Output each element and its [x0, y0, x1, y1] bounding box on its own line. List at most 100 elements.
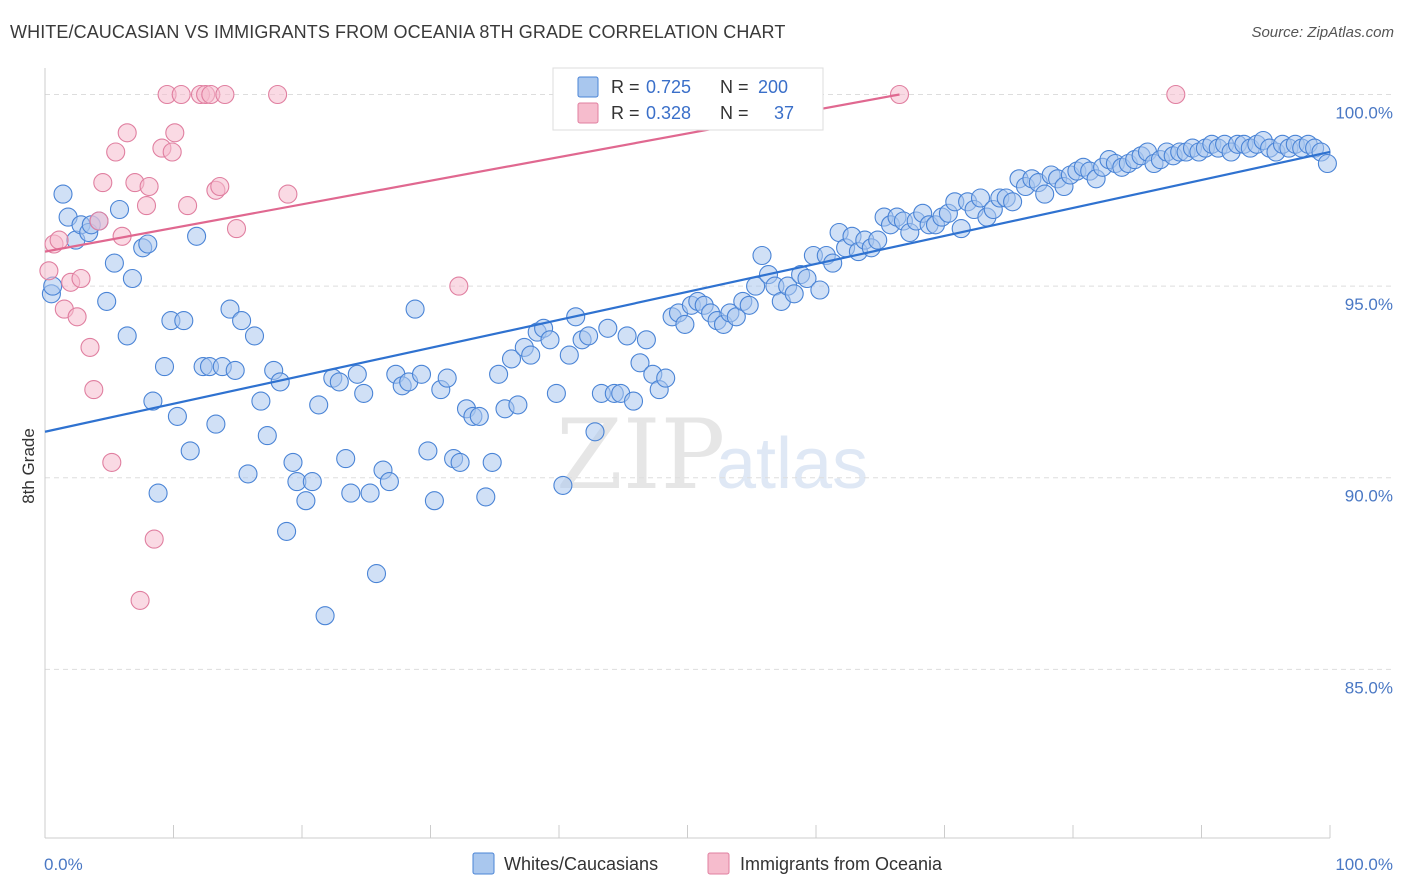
y-tick-labels: 85.0% 90.0% 95.0% 100.0% — [1335, 103, 1393, 697]
point-oceania — [84, 380, 104, 400]
point-whites — [508, 395, 528, 415]
point-oceania — [165, 123, 185, 143]
point-oceania — [178, 196, 198, 216]
point-whites — [167, 406, 187, 426]
trend-lines — [44, 93, 1331, 433]
series-legend: Whites/Caucasians Immigrants from Oceani… — [472, 852, 943, 875]
point-oceania — [144, 529, 164, 549]
point-whites — [138, 234, 158, 254]
point-oceania — [215, 84, 235, 105]
point-whites — [579, 326, 599, 346]
point-whites — [951, 219, 971, 239]
point-whites — [784, 284, 804, 304]
point-whites — [970, 188, 991, 208]
point-whites — [302, 472, 322, 492]
point-whites — [257, 426, 277, 446]
point-whites — [277, 521, 297, 541]
point-whites — [437, 368, 457, 388]
point-oceania — [67, 307, 87, 327]
legend-r-label-1: R = — [611, 77, 640, 97]
point-whites — [823, 253, 843, 273]
point-whites — [656, 368, 676, 388]
legend-swatch-blue — [577, 76, 599, 98]
point-oceania — [49, 230, 69, 250]
legend-n-value-1: 200 — [758, 77, 788, 97]
point-whites — [251, 391, 271, 411]
point-whites — [336, 449, 356, 469]
point-whites — [868, 230, 888, 250]
x-tick-label-max: 100.0% — [1335, 855, 1393, 874]
point-whites — [148, 483, 168, 503]
point-whites — [469, 406, 489, 426]
y-tick-label: 95.0% — [1345, 295, 1393, 314]
point-whites — [623, 391, 644, 411]
legend-r-label-2: R = — [611, 103, 640, 123]
watermark-zip: ZIP — [556, 399, 725, 511]
point-oceania — [210, 176, 230, 197]
point-whites — [489, 364, 509, 384]
legend-n-label-1: N = — [720, 77, 749, 97]
point-whites — [418, 441, 438, 461]
point-whites — [501, 349, 522, 369]
point-whites — [752, 245, 772, 266]
point-whites — [797, 268, 817, 289]
point-whites — [424, 491, 444, 511]
point-whites — [244, 326, 265, 346]
point-whites — [354, 383, 374, 403]
watermark-atlas: atlas — [716, 424, 868, 504]
point-whites — [405, 299, 425, 319]
point-whites — [360, 483, 380, 503]
point-whites — [675, 314, 695, 334]
point-whites — [143, 391, 163, 411]
point-whites — [97, 291, 117, 311]
point-whites — [117, 326, 137, 346]
source-label: Source: ZipAtlas.com — [1251, 24, 1394, 41]
point-whites — [309, 395, 329, 415]
point-whites — [220, 299, 240, 319]
point-whites — [347, 364, 367, 384]
point-whites — [553, 475, 573, 495]
point-whites — [187, 226, 207, 246]
point-whites — [1317, 153, 1337, 174]
point-oceania — [89, 211, 109, 231]
point-oceania — [226, 219, 247, 239]
point-whites — [1035, 184, 1055, 204]
point-whites — [238, 464, 258, 484]
legend-n-label-2: N = — [720, 103, 749, 123]
point-oceania — [102, 452, 122, 472]
point-whites — [585, 422, 605, 442]
point-whites — [296, 491, 316, 511]
series-label-whites: Whites/Caucasians — [504, 854, 658, 874]
y-tick-label: 85.0% — [1345, 678, 1393, 697]
point-whites — [180, 441, 200, 461]
point-whites — [739, 295, 759, 315]
point-oceania — [278, 184, 298, 204]
y-tick-label: 100.0% — [1335, 103, 1393, 122]
point-oceania — [71, 268, 91, 289]
y-axis-title: 8th Grade — [19, 428, 38, 504]
legend-n-value-2: 37 — [774, 103, 794, 123]
point-whites — [476, 487, 496, 507]
point-oceania — [93, 173, 113, 193]
point-oceania — [268, 84, 288, 105]
point-whites — [283, 452, 303, 472]
x-tick-labels: 0.0% 100.0% — [44, 855, 1393, 874]
point-oceania — [80, 337, 100, 357]
point-whites — [546, 383, 566, 403]
legend-r-value-2: 0.328 — [646, 103, 691, 123]
chart-title: WHITE/CAUCASIAN VS IMMIGRANTS FROM OCEAN… — [10, 22, 786, 42]
point-whites — [366, 564, 387, 584]
point-whites — [109, 199, 130, 220]
legend-r-value-1: 0.725 — [646, 77, 691, 97]
y-tick-label: 90.0% — [1345, 487, 1393, 506]
point-whites — [482, 452, 502, 472]
point-whites — [1003, 192, 1023, 212]
point-whites — [559, 345, 579, 365]
correlation-legend: R = 0.725 N = 200 R = 0.328 N = 37 — [552, 67, 824, 131]
point-whites — [521, 345, 541, 365]
point-oceania — [39, 261, 59, 281]
point-whites — [174, 311, 194, 331]
point-oceania — [162, 142, 182, 162]
point-oceania — [106, 142, 126, 162]
